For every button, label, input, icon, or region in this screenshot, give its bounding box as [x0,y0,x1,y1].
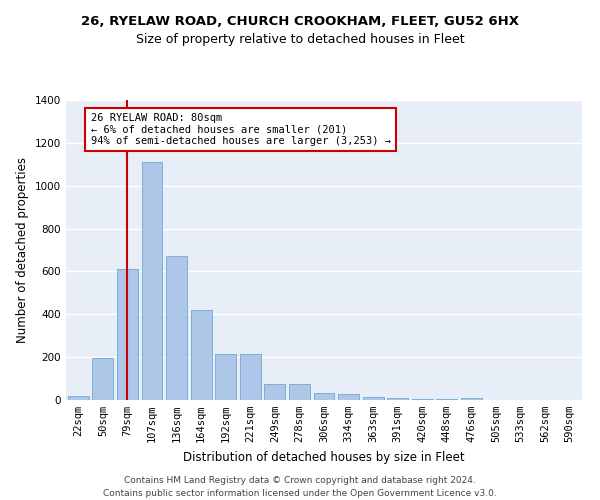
Bar [68,396,89,400]
Bar [191,310,212,400]
Bar [92,358,113,400]
Text: 26 RYELAW ROAD: 80sqm
← 6% of detached houses are smaller (201)
94% of semi-deta: 26 RYELAW ROAD: 80sqm ← 6% of detached h… [91,113,391,146]
Bar [362,397,383,400]
Bar [387,398,408,400]
Bar [338,394,359,400]
Bar [142,162,163,400]
Bar [240,354,261,400]
Text: Size of property relative to detached houses in Fleet: Size of property relative to detached ho… [136,32,464,46]
Bar [412,399,433,400]
Bar [314,392,334,400]
Text: Contains HM Land Registry data © Crown copyright and database right 2024.
Contai: Contains HM Land Registry data © Crown c… [103,476,497,498]
Bar [289,384,310,400]
Text: 26, RYELAW ROAD, CHURCH CROOKHAM, FLEET, GU52 6HX: 26, RYELAW ROAD, CHURCH CROOKHAM, FLEET,… [81,15,519,28]
Bar [461,398,482,400]
Y-axis label: Number of detached properties: Number of detached properties [16,157,29,343]
Bar [166,256,187,400]
X-axis label: Distribution of detached houses by size in Fleet: Distribution of detached houses by size … [183,450,465,464]
Bar [117,270,138,400]
Bar [436,399,457,400]
Bar [265,384,286,400]
Bar [215,354,236,400]
